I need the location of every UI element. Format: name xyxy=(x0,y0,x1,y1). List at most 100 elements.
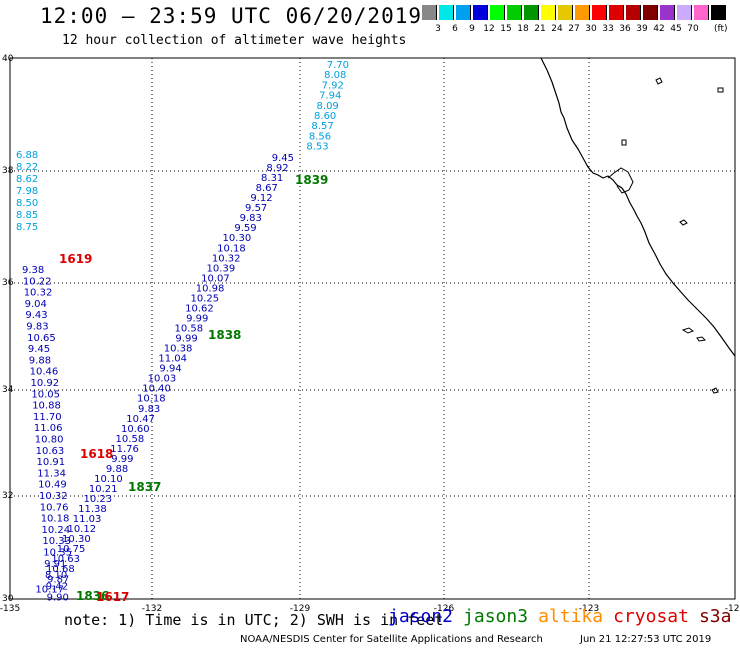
legend-swatch xyxy=(677,5,692,20)
satellite-jason2: jason2 xyxy=(388,606,454,627)
inland-lake-4 xyxy=(679,219,688,226)
swh-value-label: 10.23 xyxy=(83,494,112,505)
page-subtitle: 12 hour collection of altimeter wave hei… xyxy=(62,33,407,48)
legend-label: 33 xyxy=(602,24,614,34)
west-pass-track: 6.888.228.627.988.508.858.759.3810.2210.… xyxy=(16,150,72,604)
swh-value-label: 9.42 xyxy=(46,581,68,592)
legend-swatch xyxy=(456,5,471,20)
legend-label: 15 xyxy=(500,24,512,34)
swh-value-label: 9.90 xyxy=(47,593,69,604)
swh-value-label: 9.57 xyxy=(245,203,267,214)
legend-swatch xyxy=(490,5,505,20)
legend-swatch xyxy=(558,5,573,20)
coastline xyxy=(540,57,736,394)
credit-text: NOAA/NESDIS Center for Satellite Applica… xyxy=(240,634,543,645)
legend-unit: (ft) xyxy=(714,24,728,34)
swh-value-label: 10.40 xyxy=(142,384,171,395)
swh-value-label: 10.68 xyxy=(46,564,75,575)
swh-value-label: 8.31 xyxy=(261,173,283,184)
legend-swatch xyxy=(592,5,607,20)
legend-label: 3 xyxy=(435,24,441,34)
swh-value-label: 9.99 xyxy=(111,454,133,465)
swh-value-label: 7.92 xyxy=(322,80,344,91)
swh-value-label: 9.99 xyxy=(186,314,208,325)
swh-value-label: 10.18 xyxy=(41,514,70,525)
swh-value-label: 10.98 xyxy=(196,283,225,294)
swh-value-label: 8.85 xyxy=(16,210,38,221)
legend-label: 30 xyxy=(585,24,597,34)
pass-time-label: 1617 xyxy=(96,590,129,604)
legend-label: 42 xyxy=(653,24,665,34)
inland-lake-2 xyxy=(717,87,724,93)
swh-value-label: 11.04 xyxy=(158,354,187,365)
swh-value-label: 8.50 xyxy=(16,198,38,209)
swh-value-label: 8.62 xyxy=(16,174,38,185)
swh-value-label: 10.58 xyxy=(174,324,203,335)
swh-value-label: 11.34 xyxy=(37,468,66,479)
satellite-jason3: jason3 xyxy=(463,606,529,627)
swh-value-label: 11.38 xyxy=(78,504,107,515)
swh-value-label: 9.83 xyxy=(138,404,160,415)
legend-swatch xyxy=(473,5,488,20)
legend-label: 36 xyxy=(619,24,631,34)
lat-label: 34 xyxy=(2,385,14,395)
map-frame xyxy=(9,57,736,600)
swh-value-label: 10.18 xyxy=(217,243,246,254)
page-title: 12:00 – 23:59 UTC 06/20/2019 xyxy=(40,4,423,28)
legend-label: 18 xyxy=(517,24,529,34)
lat-label: 38 xyxy=(2,166,14,176)
swh-value-label: 8.09 xyxy=(317,101,339,112)
inland-lake-1 xyxy=(655,77,663,85)
lat-label: 40 xyxy=(2,54,14,64)
swh-value-label: 10.25 xyxy=(190,293,219,304)
legend-label: 39 xyxy=(636,24,648,34)
lat-label: 32 xyxy=(2,491,13,501)
swh-value-label: 10.12 xyxy=(67,524,96,535)
swh-value-label: 10.92 xyxy=(31,378,60,389)
swh-value-label: 10.07 xyxy=(201,273,230,284)
swh-value-label: 10.30 xyxy=(223,233,252,244)
lon-label: -120 xyxy=(725,604,740,614)
swh-value-label: 10.24 xyxy=(42,525,71,536)
satellite-altika: altika xyxy=(538,606,604,627)
swh-value-label: 9.45 xyxy=(272,153,294,164)
lon-label: -126 xyxy=(434,604,455,614)
swh-value-label: 10.63 xyxy=(36,446,65,457)
legend-label: 27 xyxy=(568,24,580,34)
east-pass-track: 7.708.087.927.948.098.608.578.568.53 9.45… xyxy=(35,60,349,595)
pass-time-label: 1836 xyxy=(76,589,109,603)
legend-swatch xyxy=(439,5,454,20)
legend-swatch xyxy=(626,5,641,20)
swh-value-label: 8.75 xyxy=(16,222,38,233)
legend-label: 21 xyxy=(534,24,546,34)
legend-swatch xyxy=(609,5,624,20)
swh-value-label: 10.65 xyxy=(27,333,56,344)
legend-swatch xyxy=(711,5,726,20)
channel-island-1 xyxy=(681,327,695,334)
pass-time-label: 1619 xyxy=(59,252,92,266)
swh-value-label: 9.59 xyxy=(234,223,256,234)
swh-value-label: 10.75 xyxy=(57,544,86,555)
swh-value-label: 8.10 xyxy=(45,570,67,581)
footer-credit: NOAA/NESDIS Center for Satellite Applica… xyxy=(240,634,711,645)
swh-value-label: 9.91 xyxy=(44,559,66,570)
legend-swatch xyxy=(507,5,522,20)
swh-value-label: 10.76 xyxy=(40,502,69,513)
swh-value-label: 9.88 xyxy=(29,355,51,366)
pass-time-labels: 1839 1838 1837 1836 1619 1618 1617 xyxy=(59,173,328,604)
footer-timestamp: Jun 21 12:27:53 UTC 2019 xyxy=(580,634,712,645)
legend-swatch xyxy=(643,5,658,20)
legend-label: 12 xyxy=(483,24,495,34)
swh-value-label: 10.22 xyxy=(23,276,52,287)
swh-value-label: 10.58 xyxy=(116,434,145,445)
swh-value-label: 7.98 xyxy=(16,186,38,197)
swh-value-label: 10.21 xyxy=(89,484,118,495)
california-coastline xyxy=(540,57,736,357)
swh-value-label: 10.60 xyxy=(121,424,150,435)
swh-value-label: 10.32 xyxy=(212,253,241,264)
swh-value-label: 9.12 xyxy=(250,193,272,204)
legend-swatch xyxy=(575,5,590,20)
legend-label: 45 xyxy=(670,24,682,34)
channel-island-2 xyxy=(696,336,707,342)
swh-value-label: 10.30 xyxy=(62,534,91,545)
